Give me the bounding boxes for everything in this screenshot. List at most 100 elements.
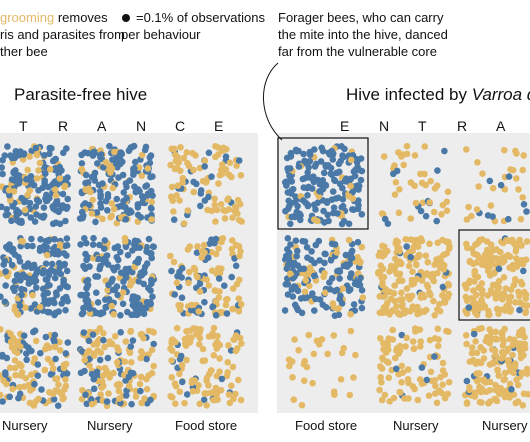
observation-dot	[0, 164, 5, 171]
observation-dot	[494, 367, 501, 374]
observation-dot	[211, 195, 218, 203]
observation-dot	[62, 350, 70, 357]
observation-dot	[168, 338, 176, 345]
observation-dot	[203, 178, 210, 186]
observation-dot	[7, 197, 14, 204]
observation-dot	[495, 277, 503, 285]
observation-dot	[233, 280, 241, 288]
observation-dot	[17, 277, 24, 284]
observation-dot	[434, 325, 442, 333]
observation-dot	[11, 177, 18, 184]
observation-dot	[434, 269, 441, 277]
observation-dot	[506, 335, 514, 343]
observation-dot	[318, 336, 326, 343]
observation-dot	[485, 311, 492, 319]
observation-dot	[0, 261, 7, 268]
observation-dot	[60, 364, 68, 372]
observation-dot	[17, 148, 24, 155]
annotation-arc	[263, 62, 283, 141]
observation-dot	[52, 192, 60, 199]
observation-dot	[123, 194, 130, 202]
observation-dot	[84, 149, 92, 157]
observation-dot	[123, 392, 130, 399]
observation-dot	[105, 390, 112, 397]
observation-dot	[411, 182, 418, 190]
observation-dot	[218, 265, 225, 273]
observation-dot	[378, 365, 386, 372]
observation-dot	[201, 157, 209, 165]
observation-dot	[108, 278, 115, 285]
observation-dot	[37, 236, 44, 243]
observation-dot	[21, 198, 28, 206]
observation-dot	[189, 149, 196, 157]
observation-dot	[237, 172, 245, 179]
left-col-label-3: Food store	[175, 418, 237, 433]
observation-dot	[505, 237, 513, 245]
observation-dot	[201, 357, 209, 364]
observation-dot	[281, 307, 289, 314]
observation-dot	[431, 377, 439, 384]
observation-dot	[104, 261, 112, 268]
observation-dot	[222, 153, 230, 160]
observation-dot	[231, 255, 238, 262]
observation-dot	[138, 373, 145, 381]
observation-dot	[40, 204, 48, 211]
observation-dot	[232, 203, 239, 210]
observation-dot	[286, 270, 294, 278]
observation-dot	[217, 201, 225, 208]
observation-dot	[83, 349, 91, 357]
observation-dot	[404, 376, 412, 383]
observation-dot	[56, 241, 64, 248]
observation-dot	[125, 373, 133, 381]
observation-dot	[126, 146, 133, 154]
observation-dot	[308, 248, 315, 255]
observation-dot	[444, 280, 452, 288]
entrance-letter: E	[214, 118, 223, 134]
observation-dot	[122, 216, 130, 223]
observation-dot	[517, 278, 525, 286]
observation-dot	[232, 390, 239, 398]
observation-dot	[203, 377, 210, 385]
observation-dot	[285, 253, 292, 261]
observation-dot	[145, 327, 153, 335]
observation-dot	[479, 170, 486, 177]
observation-dot	[228, 273, 235, 281]
observation-dot	[309, 379, 316, 387]
observation-dot	[225, 171, 233, 179]
observation-dot	[397, 389, 404, 396]
observation-dot	[232, 332, 240, 339]
observation-dot	[381, 215, 389, 223]
observation-dot	[345, 220, 353, 228]
observation-dot	[143, 385, 151, 393]
observation-dot	[31, 380, 38, 388]
observation-dot	[519, 194, 526, 201]
observation-dot	[45, 272, 53, 279]
observation-dot	[391, 282, 399, 289]
observation-dot	[194, 273, 201, 281]
observation-dot	[326, 286, 334, 293]
observation-dot	[35, 167, 42, 174]
observation-dot	[42, 170, 49, 177]
observation-dot	[83, 291, 91, 298]
observation-dot	[409, 236, 417, 244]
observation-dot	[475, 284, 483, 291]
observation-dot	[172, 382, 180, 390]
observation-dot	[146, 154, 154, 161]
observation-dot	[86, 305, 94, 313]
observation-dot	[330, 332, 338, 339]
observation-dot	[294, 202, 301, 210]
observation-dot	[418, 237, 426, 245]
observation-dot	[354, 238, 362, 246]
observation-dot	[19, 156, 27, 163]
observation-dot	[0, 391, 4, 399]
observation-dot	[111, 244, 119, 252]
observation-dot	[516, 299, 524, 306]
observation-dot	[313, 337, 321, 345]
observation-dot	[495, 372, 503, 380]
observation-dot	[328, 196, 336, 203]
observation-dot	[227, 347, 235, 354]
entrance-letter: C	[175, 118, 185, 134]
observation-dot	[23, 350, 30, 357]
observation-dot	[148, 198, 156, 206]
observation-dot	[480, 376, 488, 383]
